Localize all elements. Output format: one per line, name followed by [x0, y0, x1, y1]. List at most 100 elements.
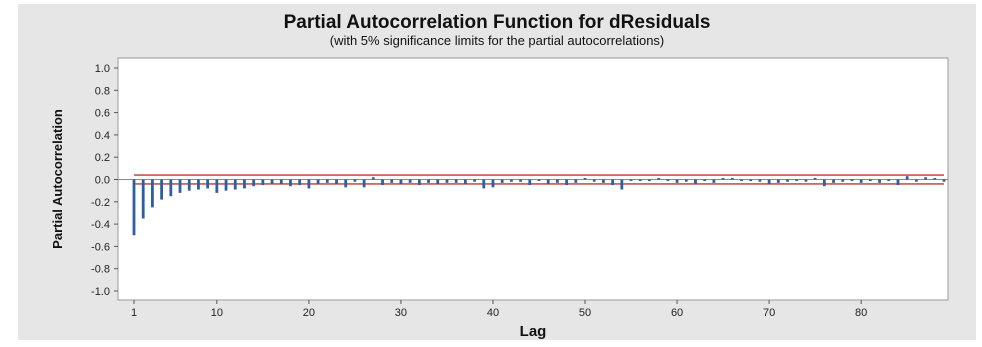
pacf-bar-lag-79: [850, 179, 854, 181]
pacf-bar-lag-33: [427, 179, 430, 183]
pacf-bar-lag-7: [187, 179, 191, 191]
pacf-bar-lag-14: [252, 179, 256, 187]
pacf-bar-lag-53: [611, 179, 615, 186]
pacf-bar-lag-4: [160, 179, 164, 200]
x-tick-label: 40: [487, 307, 499, 319]
pacf-bar-lag-15: [261, 179, 265, 186]
pacf-bar-lag-60: [675, 179, 679, 183]
pacf-bar-lag-70: [767, 179, 771, 184]
y-tick-label: -0.6: [91, 241, 110, 253]
pacf-bar-lag-52: [602, 179, 605, 183]
pacf-bar-lag-62: [694, 179, 697, 184]
pacf-bar-lag-50: [583, 178, 587, 180]
pacf-bar-lag-38: [473, 179, 476, 182]
pacf-bar-lag-82: [878, 179, 881, 183]
pacf-bar-lag-3: [151, 179, 154, 208]
pacf-bar-lag-74: [804, 179, 808, 182]
chart-title: Partial Autocorrelation Function for dRe…: [283, 12, 711, 33]
pacf-bar-lag-85: [905, 176, 909, 180]
pacf-bar-lag-32: [417, 179, 421, 186]
pacf-bar-lag-17: [279, 179, 283, 184]
pacf-bar-lag-8: [197, 179, 200, 190]
x-tick-label: 50: [579, 307, 591, 319]
chart-panel: Partial Autocorrelation Function for dRe…: [18, 4, 976, 340]
pacf-bar-lag-16: [270, 179, 274, 184]
x-tick-label: 1: [131, 307, 137, 319]
pacf-bar-lag-1: [132, 179, 136, 236]
y-tick-label: 0.0: [95, 175, 110, 187]
pacf-bar-lag-26: [362, 179, 366, 188]
x-tick-label: 20: [303, 307, 315, 319]
pacf-bar-lag-5: [169, 179, 173, 197]
pacf-bar-lag-86: [914, 179, 918, 182]
pacf-bar-lag-64: [712, 179, 716, 183]
x-tick-label: 80: [855, 307, 867, 319]
pacf-bar-lag-49: [574, 179, 578, 183]
pacf-bar-lag-39: [482, 179, 486, 189]
pacf-bar-lag-83: [887, 179, 891, 181]
pacf-bar-lag-58: [657, 178, 661, 180]
x-axis-title: Lag: [520, 323, 547, 340]
pacf-bar-lag-46: [546, 179, 550, 184]
pacf-bar-lag-88: [933, 178, 937, 180]
pacf-bar-lag-77: [832, 179, 835, 183]
pacf-bar-lag-72: [786, 179, 789, 182]
pacf-bar-lag-42: [509, 179, 513, 182]
pacf-bar-lag-81: [868, 179, 872, 181]
pacf-bar-lag-89: [942, 179, 946, 182]
pacf-bar-lag-45: [537, 179, 541, 181]
pacf-bar-lag-71: [776, 179, 780, 183]
x-tick-label: 70: [763, 307, 775, 319]
pacf-bar-lag-47: [556, 179, 559, 183]
pacf-bar-lag-9: [206, 179, 210, 189]
pacf-bar-lag-43: [519, 179, 522, 182]
y-axis-title: Partial Autocorrelation: [50, 109, 65, 249]
pacf-bar-lag-2: [141, 179, 145, 219]
x-tick-label: 10: [211, 307, 223, 319]
pacf-bar-lag-37: [463, 179, 467, 184]
pacf-bar-lag-76: [822, 179, 826, 187]
y-tick-label: -0.4: [91, 219, 110, 231]
pacf-bar-lag-41: [500, 179, 504, 183]
pacf-bar-lag-29: [390, 179, 394, 183]
pacf-bar-lag-65: [721, 178, 725, 180]
pacf-bar-lag-10: [215, 179, 219, 193]
pacf-bar-lag-31: [408, 179, 412, 183]
pacf-bar-lag-59: [666, 179, 670, 181]
pacf-bar-lag-63: [703, 179, 707, 181]
pacf-bar-lag-21: [316, 179, 320, 184]
pacf-bar-lag-11: [224, 179, 228, 191]
pacf-bar-lag-20: [307, 179, 311, 189]
y-tick-label: -0.2: [91, 197, 110, 209]
pacf-bar-lag-23: [335, 179, 338, 184]
pacf-bar-lag-22: [325, 179, 329, 183]
pacf-bar-lag-73: [795, 179, 799, 181]
x-tick-label: 30: [395, 307, 407, 319]
y-tick-label: 0.4: [95, 130, 110, 142]
pacf-bar-lag-80: [859, 179, 863, 183]
y-tick-label: 0.8: [95, 85, 110, 97]
pacf-bar-lag-54: [620, 179, 624, 190]
pacf-bar-lag-75: [813, 178, 817, 180]
pacf-bar-lag-68: [749, 179, 753, 181]
pacf-bar-lag-18: [289, 179, 292, 187]
y-tick-label: -0.8: [91, 264, 110, 276]
pacf-bar-lag-27: [371, 177, 375, 180]
pacf-bar-lag-78: [841, 179, 845, 182]
pacf-bar-lag-84: [896, 179, 900, 186]
pacf-bar-lag-66: [730, 178, 734, 180]
y-tick-label: -1.0: [91, 286, 110, 298]
pacf-plot: 1.0 0.8 0.6 0.4 0.2 0.0 -0.2 -0.4 -0.6 -0.8 -1.0 1 1…: [50, 57, 949, 340]
pacf-bar-lag-28: [381, 179, 384, 186]
pacf-bar-lag-36: [454, 179, 458, 183]
pacf-bar-lag-19: [298, 179, 302, 186]
pacf-bar-lag-69: [758, 179, 762, 182]
pacf-bar-lag-44: [528, 179, 532, 186]
pacf-bar-lag-24: [344, 179, 348, 188]
pacf-bar-lag-13: [243, 179, 246, 189]
pacf-bar-lag-30: [399, 179, 403, 184]
chart-subtitle: (with 5% significance limits for the par…: [329, 33, 665, 48]
pacf-bar-lag-57: [648, 179, 651, 181]
pacf-bar-lag-48: [565, 179, 569, 186]
pacf-bar-lag-61: [684, 179, 688, 182]
